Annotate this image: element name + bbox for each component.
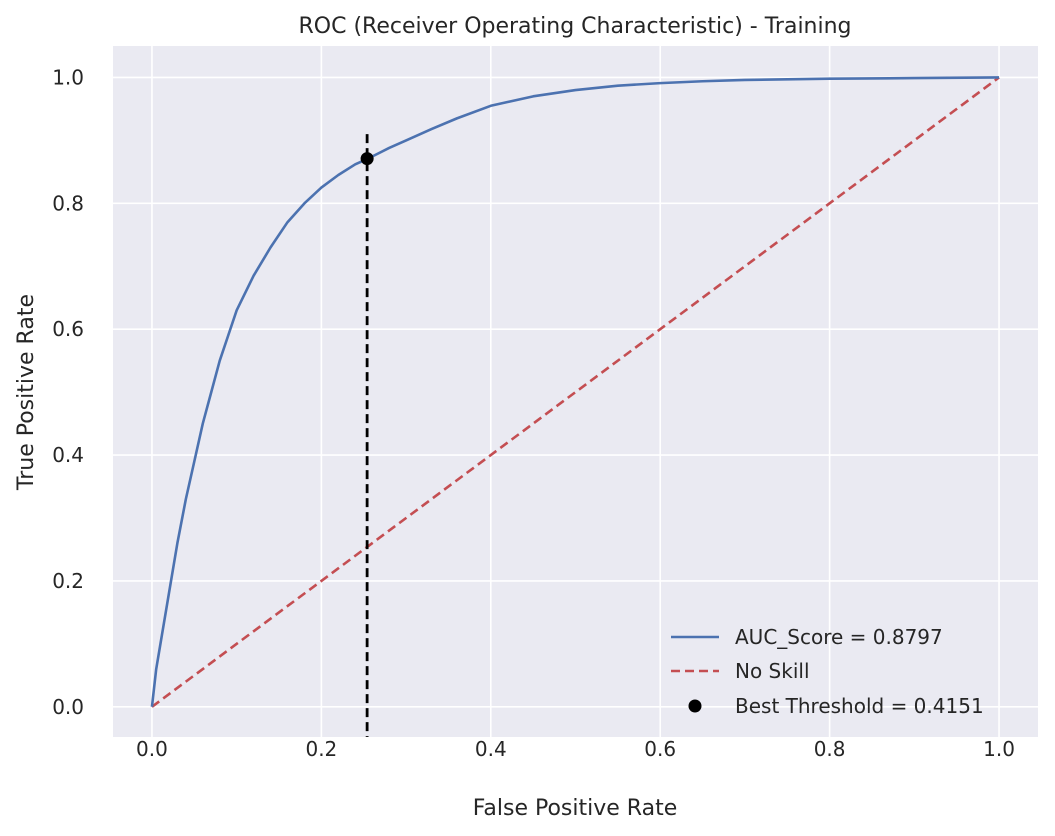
legend-label-auc: AUC_Score = 0.8797 — [735, 625, 943, 649]
x-tick-labels: 0.0 0.2 0.4 0.6 0.8 1.0 — [136, 737, 1015, 761]
y-tick-labels: 0.0 0.2 0.4 0.6 0.8 1.0 — [52, 65, 84, 718]
y-tick-label: 0.2 — [52, 569, 84, 593]
best-threshold-point — [360, 152, 374, 166]
legend: AUC_Score = 0.8797 No Skill Best Thresho… — [671, 625, 984, 718]
legend-label-no-skill: No Skill — [735, 659, 810, 683]
y-tick-label: 1.0 — [52, 65, 84, 89]
x-tick-label: 1.0 — [983, 737, 1015, 761]
x-tick-label: 0.4 — [475, 737, 507, 761]
x-tick-label: 0.6 — [644, 737, 676, 761]
y-axis-title: True Positive Rate — [14, 294, 39, 491]
legend-label-best-threshold: Best Threshold = 0.4151 — [735, 694, 984, 718]
y-tick-label: 0.4 — [52, 443, 84, 467]
y-tick-label: 0.8 — [52, 191, 84, 215]
chart-title: ROC (Receiver Operating Characteristic) … — [298, 14, 851, 39]
roc-curve-line — [150, 76, 1000, 707]
x-tick-label: 0.2 — [305, 737, 337, 761]
legend-marker-best-threshold — [688, 699, 702, 713]
x-gridlines — [151, 46, 1000, 737]
x-tick-label: 0.8 — [814, 737, 846, 761]
y-tick-label: 0.0 — [52, 695, 84, 719]
y-tick-label: 0.6 — [52, 317, 84, 341]
series-layer — [150, 76, 1000, 737]
x-axis-title: False Positive Rate — [473, 796, 677, 821]
x-tick-label: 0.0 — [136, 737, 168, 761]
no-skill-line — [151, 76, 1000, 708]
